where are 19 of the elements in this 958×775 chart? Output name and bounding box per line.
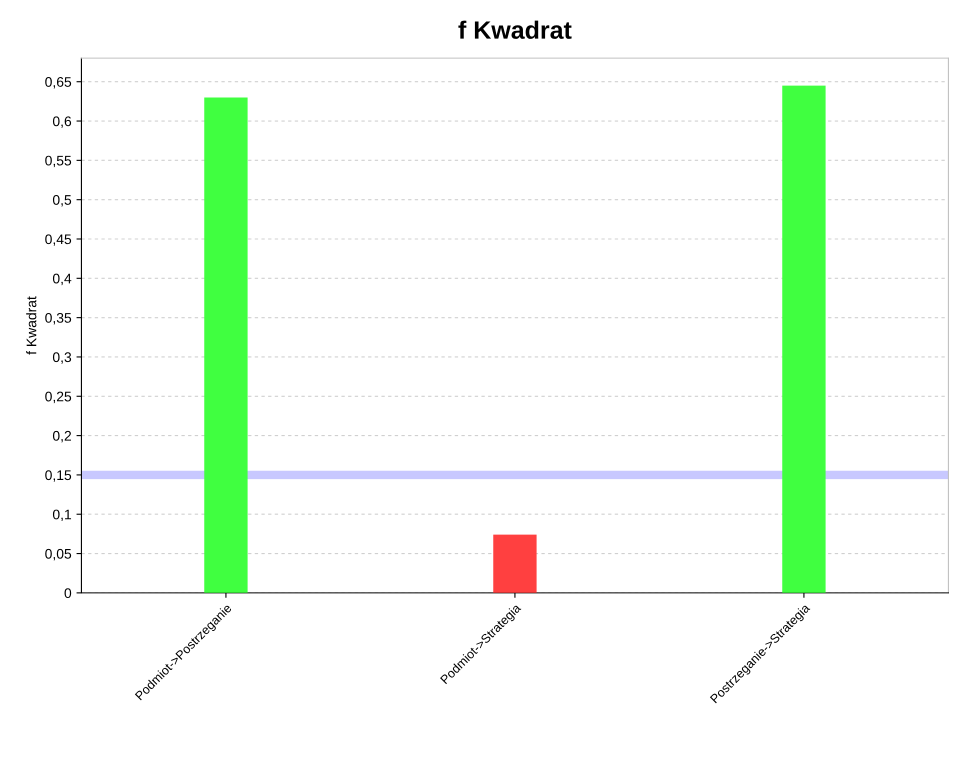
y-tick-label: 0,05 — [45, 548, 72, 560]
y-tick-label: 0,65 — [45, 77, 72, 89]
y-tick-label: 0,55 — [45, 156, 72, 168]
y-tick-label: 0,5 — [52, 195, 72, 206]
y-tick-label: 0 — [64, 588, 72, 598]
y-axis-title: f Kwadrat — [26, 296, 36, 355]
y-tick-label: 0,2 — [52, 430, 72, 442]
y-tick-label: 0,25 — [45, 392, 72, 404]
chart-title: f Kwadrat — [458, 20, 572, 39]
bar — [493, 534, 537, 593]
y-tick-label: 0,35 — [45, 312, 72, 324]
bar — [204, 97, 248, 593]
y-tick-label: 0,1 — [52, 510, 72, 522]
y-tick-label: 0,15 — [45, 470, 72, 482]
y-tick-label: 0,4 — [52, 274, 72, 286]
bar — [782, 86, 826, 593]
y-tick-label: 0,45 — [45, 234, 72, 246]
y-tick-label: 0,3 — [52, 352, 72, 364]
y-tick-label: 0,6 — [52, 116, 72, 128]
